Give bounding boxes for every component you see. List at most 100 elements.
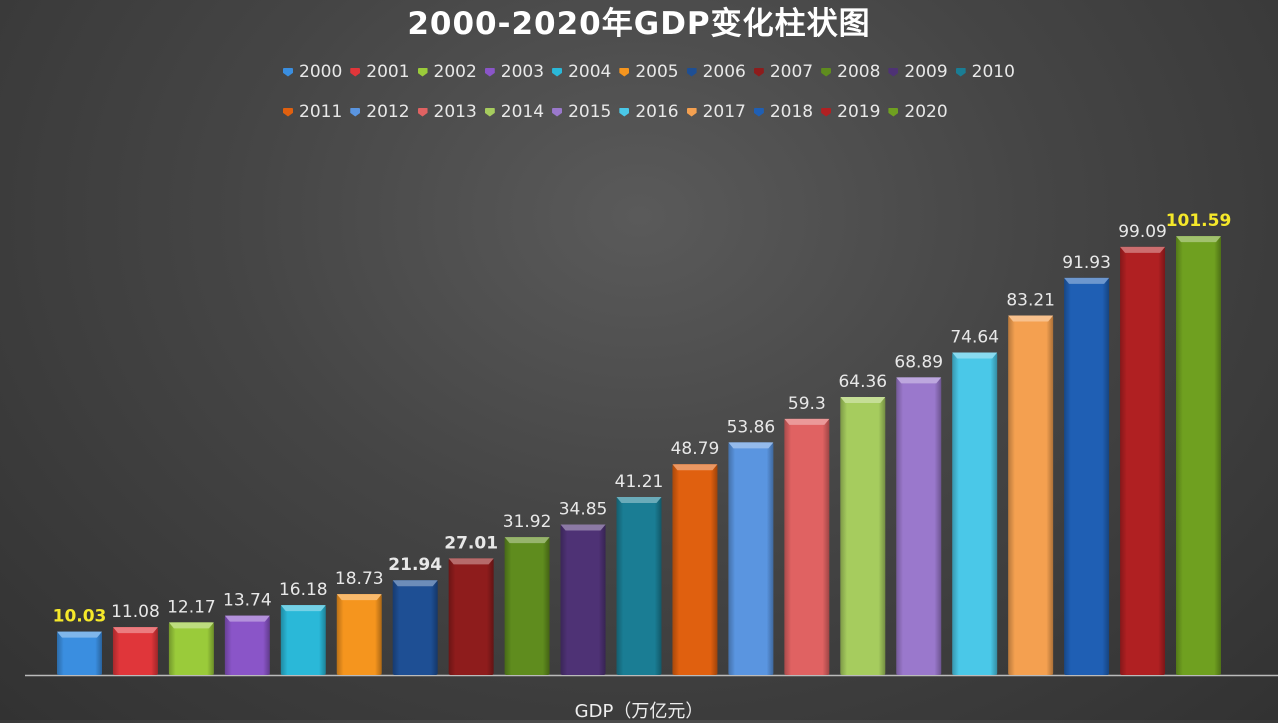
legend-row-2: 2011 2012 2013 2014 2015 2016 2017 2018 2019 2020 [283,102,956,122]
legend-label: 2020 [904,102,948,122]
bar-2010 [616,496,662,675]
legend-swatch-icon [417,107,428,117]
legend-item-2000: 2000 [283,62,342,82]
legend-swatch-icon [484,67,495,77]
bar-bevel-2017 [1008,315,1054,322]
legend-swatch-icon [821,107,832,117]
bar-bevel-2000 [57,631,102,638]
bar-bevel-2007 [448,558,494,565]
legend-item-2005: 2005 [619,62,679,82]
legend-swatch-icon [686,107,697,117]
legend-label: 2001 [366,62,410,82]
data-label-2014: 64.36 [838,372,887,392]
data-label-2007: 27.01 [444,533,498,553]
bar-bevel-2018 [1064,277,1110,284]
bar-2015 [896,377,942,675]
data-label-2019: 99.09 [1118,222,1167,242]
legend-swatch-icon [350,67,361,77]
legend-item-2015: 2015 [552,102,611,122]
legend-label: 2002 [433,62,477,82]
data-label-2002: 12.17 [167,597,216,617]
bar-bevel-2015 [896,377,942,384]
bar-2008 [504,537,550,675]
legend-swatch-icon [888,107,899,117]
data-label-2018: 91.93 [1062,253,1111,273]
bar-bevel-2005 [336,594,382,601]
legend-item-2012: 2012 [350,102,410,122]
legend-label: 2005 [635,62,679,82]
bar-2012 [728,442,774,675]
bar-bevel-2002 [168,622,214,629]
bar-bevel-2003 [224,615,270,622]
bar-2001 [112,627,158,675]
legend-label: 2010 [971,62,1015,82]
legend-swatch-icon [552,107,563,117]
legend-swatch-icon [753,107,764,117]
bar-bevel-2013 [784,418,830,425]
legend-label: 2006 [702,62,746,82]
legend-item-2020: 2020 [888,102,948,122]
legend-item-2008: 2008 [821,62,880,82]
legend-item-2004: 2004 [552,62,611,82]
bar-2002 [168,622,214,675]
bar-bevel-2004 [280,605,326,612]
legend-label: 2012 [366,102,410,122]
bar-2003 [224,615,270,675]
legend-swatch-icon [283,67,293,77]
legend-item-2013: 2013 [417,102,477,122]
legend-swatch-icon [350,107,361,117]
bar-bevel-2012 [728,442,774,449]
legend-item-2010: 2010 [955,62,1015,82]
legend-swatch-icon [619,107,630,117]
legend-swatch-icon [552,67,563,77]
data-label-2003: 13.74 [223,591,272,611]
data-label-2010: 41.21 [615,472,664,492]
bar-2009 [560,524,606,675]
data-label-2012: 53.86 [727,417,776,437]
bar-2020 [1176,236,1221,675]
data-label-2013: 59.3 [788,394,826,414]
chart-title: 2000-2020年GDP变化柱状图 [407,6,871,42]
bar-2016 [952,352,998,675]
bar-bevel-2010 [616,496,662,503]
data-label-2001: 11.08 [111,602,160,622]
legend-swatch-icon [686,67,697,77]
legend-item-2018: 2018 [753,102,814,122]
legend-label: 2017 [702,102,746,122]
legend-label: 2019 [837,102,881,122]
bar-2014 [840,396,886,675]
legend-row-1: 2000 2001 2002 2003 2004 2005 2006 2007 2008 2009… [283,62,1023,82]
bar-2005 [336,594,382,675]
bar-2004 [280,605,326,675]
legend-label: 2016 [635,102,679,122]
legend-label: 2007 [769,62,814,82]
legend-label: 2008 [837,62,881,82]
legend-label: 2011 [299,102,343,122]
data-label-2009: 34.85 [559,499,608,519]
legend-label: 2018 [769,102,814,122]
legend-swatch-icon [955,67,966,77]
bar-2018 [1064,277,1110,675]
bar-bevel-2006 [392,580,438,587]
legend-swatch-icon [484,107,495,117]
legend-label: 2015 [568,102,612,122]
legend-swatch-icon [821,67,832,77]
data-label-2011: 48.79 [671,439,720,459]
legend-label: 2000 [299,62,343,82]
legend-item-2017: 2017 [686,102,746,122]
bar-2013 [784,418,830,675]
legend-label: 2013 [433,102,477,122]
legend-item-2003: 2003 [484,62,545,82]
legend-label: 2003 [500,62,545,82]
legend-item-2002: 2002 [417,62,477,82]
data-label-2015: 68.89 [894,352,943,372]
data-label-2016: 74.64 [950,328,999,348]
legend-item-2009: 2009 [888,62,948,82]
legend-label: 2014 [500,102,545,122]
bar-2006 [392,580,438,675]
data-label-2020: 101.59 [1166,211,1232,231]
bar-bevel-2016 [952,352,998,359]
legend-swatch-icon [283,107,293,117]
bar-2000 [57,631,102,675]
